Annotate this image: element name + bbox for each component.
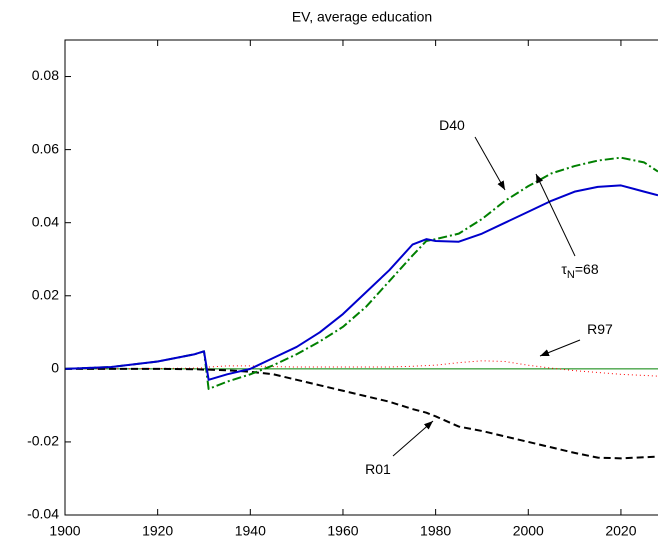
- annotation-part: N: [567, 269, 575, 281]
- x-tick-label: 1940: [235, 523, 266, 539]
- x-tick-label: 2020: [605, 523, 636, 539]
- x-tick-label: 1900: [49, 523, 80, 539]
- annotation: R97: [587, 321, 613, 337]
- x-tick-label: 1920: [142, 523, 173, 539]
- annotation-part: R01: [365, 461, 391, 477]
- y-tick-label: 0.02: [32, 286, 59, 302]
- annotation-part: τ: [561, 261, 567, 277]
- series-line: [65, 367, 658, 460]
- annotation-arrow: [535, 173, 576, 257]
- annotation-part: R97: [587, 321, 613, 337]
- y-tick-label: 0.08: [32, 67, 59, 83]
- annotation-part: D40: [439, 117, 465, 133]
- annotation: R01: [365, 461, 391, 477]
- x-tick-label: 2000: [513, 523, 544, 539]
- chart-title: EV, average education: [292, 9, 432, 25]
- y-tick-label: 0.04: [32, 213, 59, 229]
- y-tick-label: -0.04: [27, 506, 59, 522]
- annotation: τN=68: [561, 261, 598, 281]
- x-tick-label: 1960: [327, 523, 358, 539]
- annotation-arrow: [474, 136, 506, 191]
- y-tick-label: 0: [51, 360, 59, 376]
- axes-frame: [64, 39, 658, 516]
- annotation-arrow: [539, 339, 581, 357]
- annotation: D40: [439, 117, 465, 133]
- y-tick-label: -0.02: [27, 433, 59, 449]
- annotation-part: =68: [575, 261, 599, 277]
- annotation-arrow: [392, 420, 434, 457]
- x-tick-label: 1980: [420, 523, 451, 539]
- y-tick-label: 0.06: [32, 140, 59, 156]
- series-line: [65, 184, 658, 381]
